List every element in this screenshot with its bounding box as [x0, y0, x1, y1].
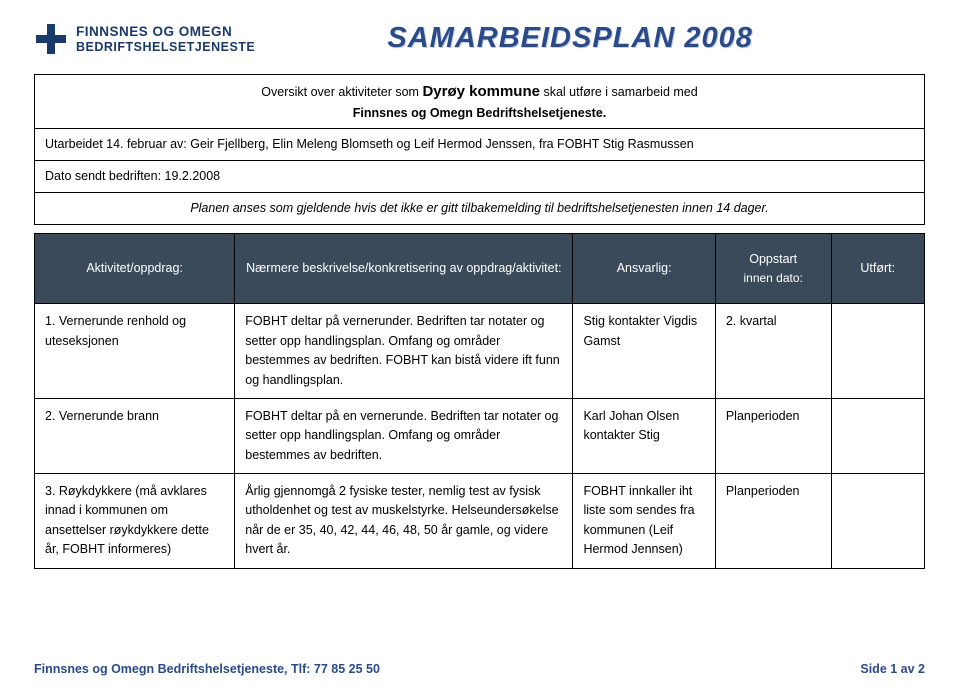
logo: FINNSNES OG OMEGN BEDRIFTSHELSETJENESTE [34, 22, 255, 56]
table-row: 3. Røykdykkere (må avklares innad i komm… [35, 474, 925, 569]
col-activity: Aktivitet/oppdrag: [35, 233, 235, 304]
col-start-l2: innen dato: [724, 269, 823, 288]
footer-left: Finnsnes og Omegn Bedriftshelsetjeneste,… [34, 662, 380, 676]
footer: Finnsnes og Omegn Bedriftshelsetjeneste,… [34, 662, 925, 676]
cell-activity: 2. Vernerunde brann [35, 398, 235, 473]
col-start-l1: Oppstart [749, 252, 797, 266]
title-block: SAMARBEIDSPLAN 2008 [255, 22, 925, 55]
meta-date-sent: Dato sendt bedriften: 19.2.2008 [35, 161, 925, 193]
table-row: 2. Vernerunde brann FOBHT deltar på en v… [35, 398, 925, 473]
logo-line2: BEDRIFTSHELSETJENESTE [76, 40, 255, 54]
cell-activity: 1. Vernerunde renhold og uteseksjonen [35, 304, 235, 399]
plan-table: Aktivitet/oppdrag: Nærmere beskrivelse/k… [34, 233, 925, 569]
meta-org: Finnsnes og Omegn Bedriftshelsetjeneste. [353, 106, 607, 120]
cell-start: Planperioden [715, 474, 831, 569]
cell-done [831, 474, 924, 569]
meta-table: Oversikt over aktiviteter som Dyrøy komm… [34, 74, 925, 225]
logo-line1: FINNSNES OG OMEGN [76, 24, 255, 40]
meta-company: Dyrøy kommune [422, 83, 540, 100]
col-done: Utført: [831, 233, 924, 304]
cell-resp: FOBHT innkaller iht liste som sendes fra… [573, 474, 715, 569]
table-header-row: Aktivitet/oppdrag: Nærmere beskrivelse/k… [35, 233, 925, 304]
intro-suffix: skal utføre i samarbeid med [543, 85, 697, 99]
cell-desc: FOBHT deltar på en vernerunde. Bedriften… [235, 398, 573, 473]
cell-desc: FOBHT deltar på vernerunder. Bedriften t… [235, 304, 573, 399]
col-resp: Ansvarlig: [573, 233, 715, 304]
meta-notice: Planen anses som gjeldende hvis det ikke… [35, 192, 925, 224]
cell-done [831, 304, 924, 399]
footer-right: Side 1 av 2 [860, 662, 925, 676]
col-desc: Nærmere beskrivelse/konkretisering av op… [235, 233, 573, 304]
col-start: Oppstart innen dato: [715, 233, 831, 304]
logo-text: FINNSNES OG OMEGN BEDRIFTSHELSETJENESTE [76, 24, 255, 54]
cell-start: 2. kvartal [715, 304, 831, 399]
cell-resp: Karl Johan Olsen kontakter Stig [573, 398, 715, 473]
page-title: SAMARBEIDSPLAN 2008 [387, 22, 752, 54]
logo-cross-icon [34, 22, 68, 56]
cell-start: Planperioden [715, 398, 831, 473]
header: FINNSNES OG OMEGN BEDRIFTSHELSETJENESTE … [34, 22, 925, 56]
cell-activity: 3. Røykdykkere (må avklares innad i komm… [35, 474, 235, 569]
meta-prepared: Utarbeidet 14. februar av: Geir Fjellber… [35, 129, 925, 161]
meta-intro: Oversikt over aktiviteter som Dyrøy komm… [35, 75, 925, 129]
cell-done [831, 398, 924, 473]
cell-resp: Stig kontakter Vigdis Gamst [573, 304, 715, 399]
table-row: 1. Vernerunde renhold og uteseksjonen FO… [35, 304, 925, 399]
intro-prefix: Oversikt over aktiviteter som [261, 85, 422, 99]
cell-desc: Årlig gjennomgå 2 fysiske tester, nemlig… [235, 474, 573, 569]
